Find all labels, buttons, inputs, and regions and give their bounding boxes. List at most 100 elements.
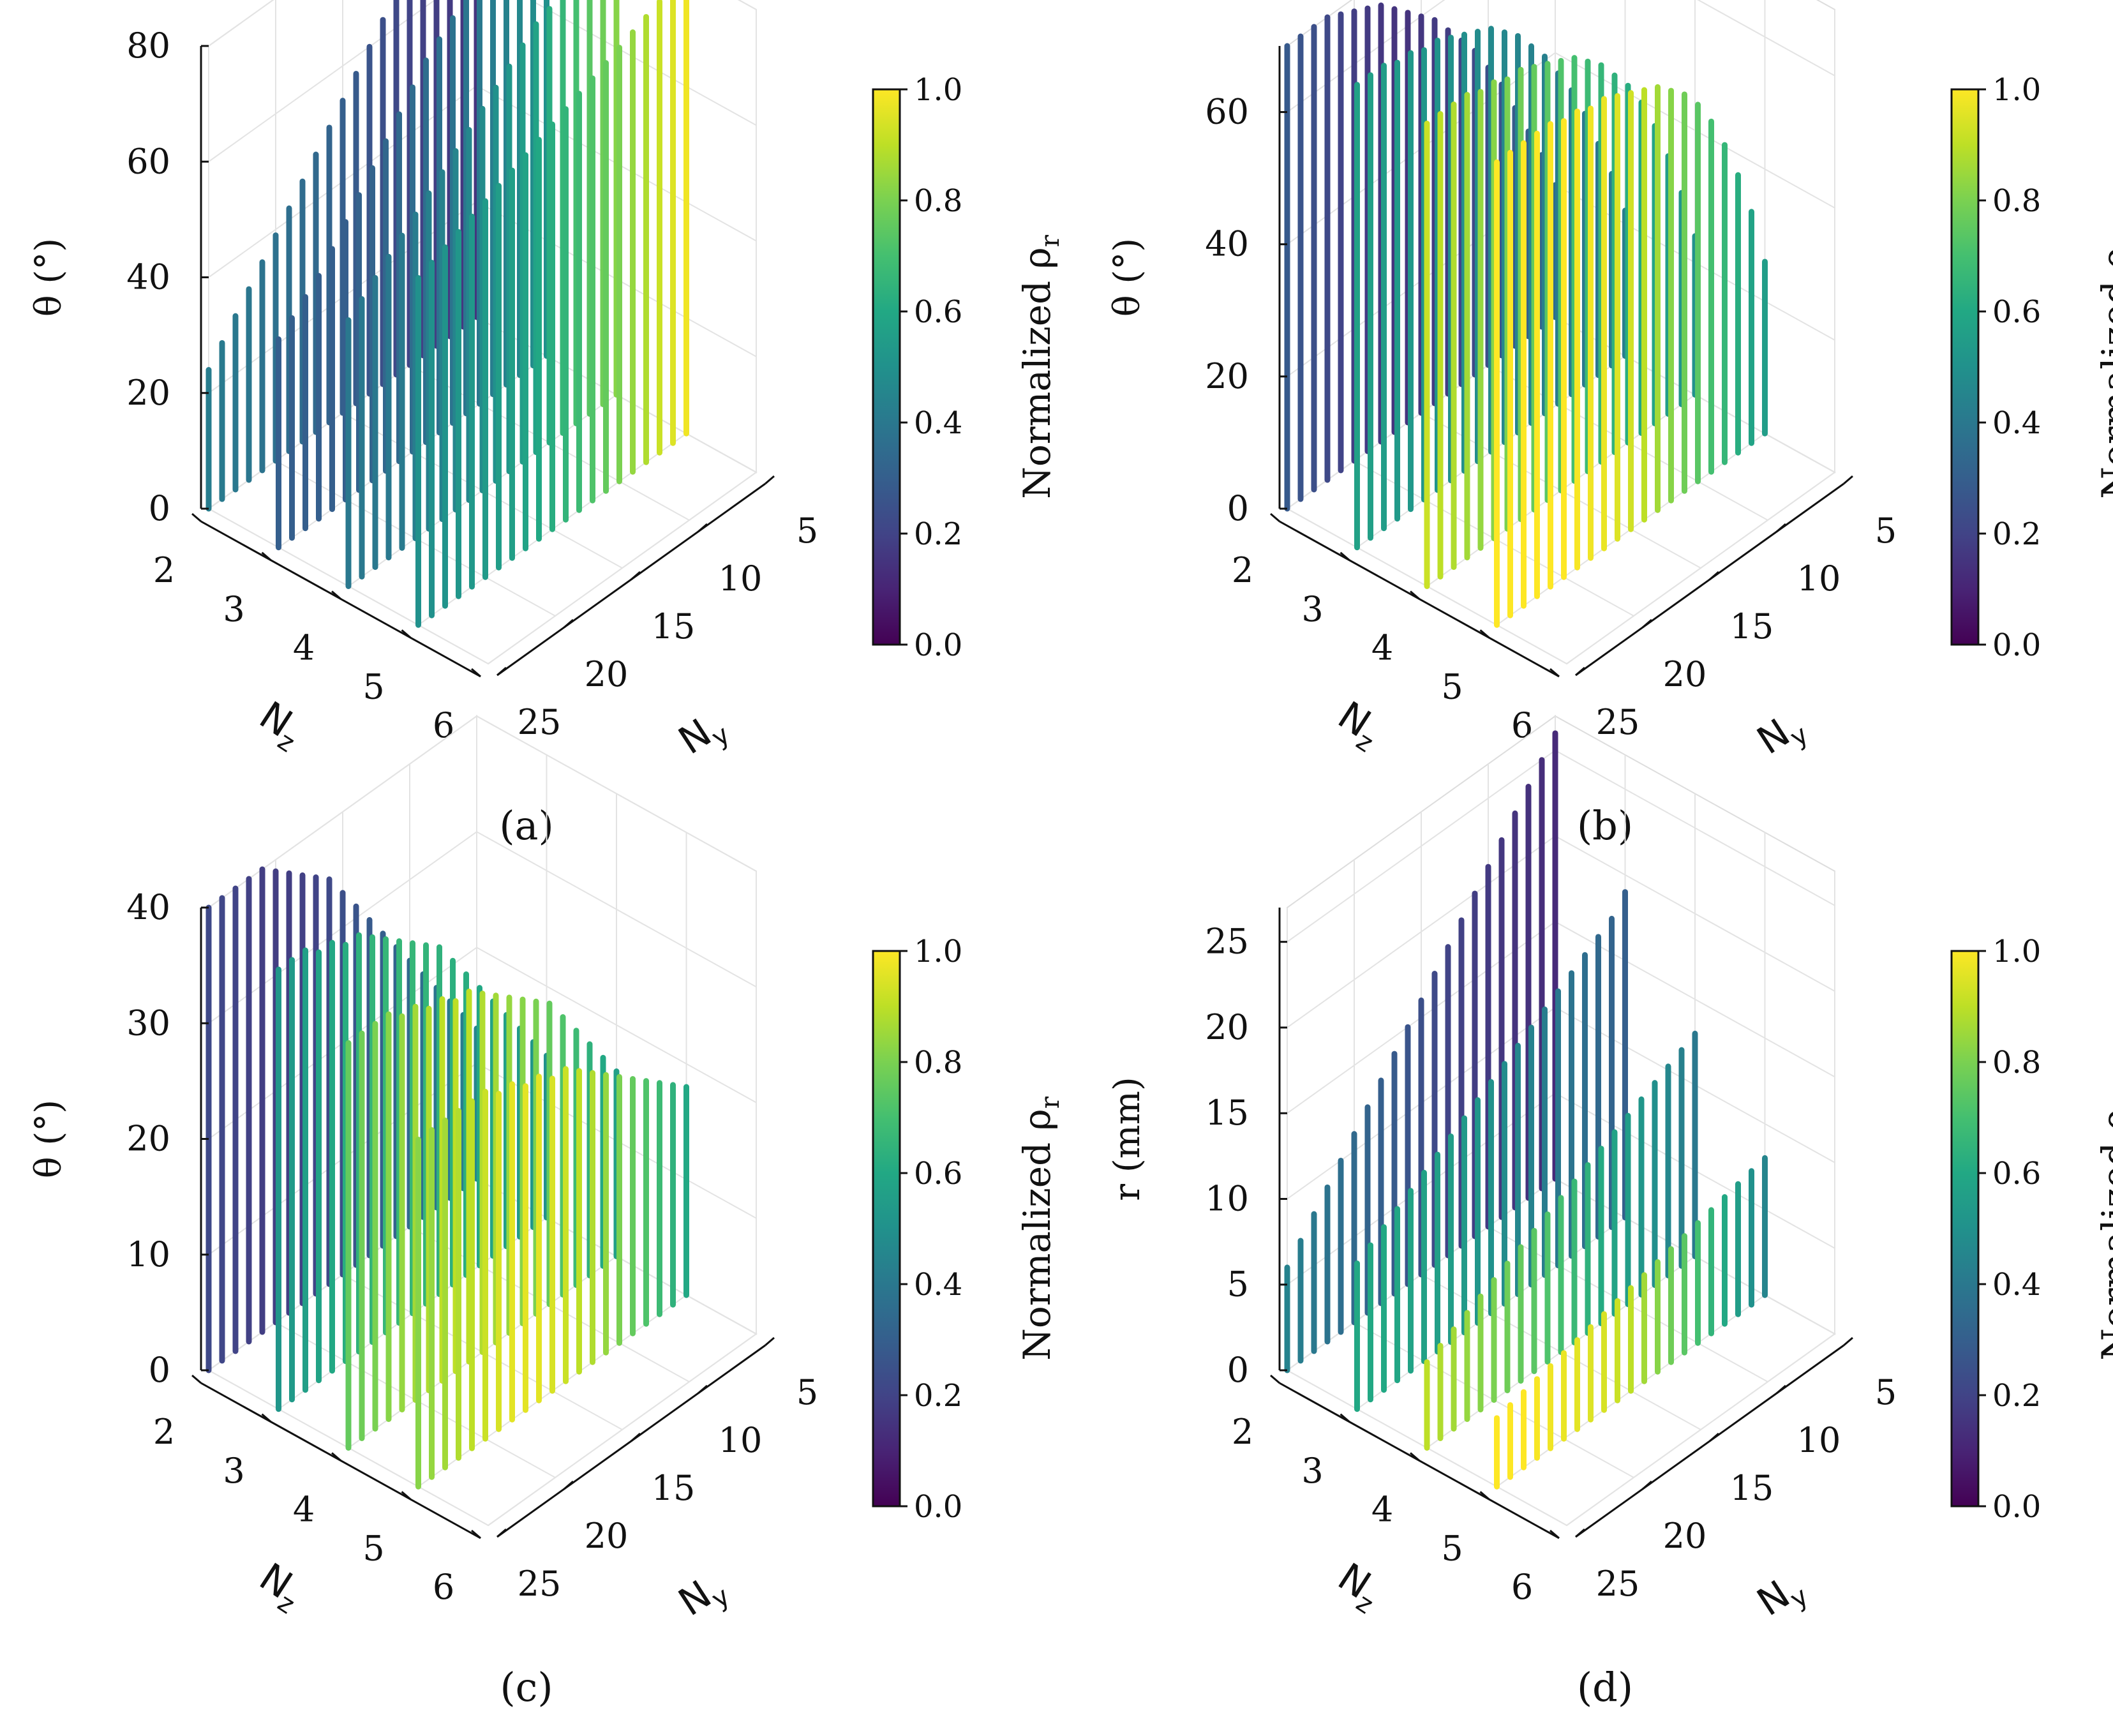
ny-tick [1843,475,1853,485]
colorbar-tick-label: 0.8 [1992,183,2041,219]
colorbar-tick-label: 0.2 [1992,1378,2041,1414]
bars [205,0,689,628]
panel-label: (d) [1577,1664,1633,1710]
chart-panel-d: 0 5 10 15 20 25 r (mm) 2 3 4 5 6 Nz 5 10 15 20 25 Ny 0.0 0.2… [1107,715,2113,1710]
ny-tick-label: 5 [796,1372,818,1412]
nz-tick [401,629,412,639]
colorbar: 0.0 0.2 0.4 0.6 0.8 1.0 Normalized ρr [1950,72,2113,663]
colorbar: 0.0 0.2 0.4 0.6 0.8 1.0 Normalized ρr [872,72,1065,663]
colorbar-tick-label: 0.6 [914,294,962,330]
colorbar-tick-label: 0.4 [914,405,962,441]
nz-tick-label: 5 [1441,1528,1463,1568]
z-axis: 0 10 20 30 40 θ (°) [28,887,209,1390]
nz-tick-label: 4 [1371,1490,1393,1530]
z-tick-label: 15 [1205,1093,1249,1133]
z-tick-label: 80 [126,26,170,66]
z-axis-label: θ (°) [1107,238,1148,317]
colorbar-tick-label: 0.0 [914,627,962,663]
panel-label: (c) [500,1664,553,1710]
colorbar-tick-label: 1.0 [1992,72,2041,108]
nz-tick [401,1491,412,1500]
gridline-z [208,831,757,1024]
nz-tick-label: 5 [1441,666,1463,707]
z-axis: 0 20 40 60 80 θ (°) [28,26,209,528]
nz-axis-label: Nz [248,1555,311,1620]
ny-axis-label: Ny [671,702,735,768]
nz-axis: 2 3 4 5 6 Nz [153,513,481,758]
z-tick-label: 40 [126,257,170,297]
nz-tick [261,1413,272,1423]
nz-tick-label: 3 [223,589,244,629]
ny-tick [765,475,775,485]
colorbar-tick-label: 0.2 [1992,516,2041,552]
z-tick-label: 40 [1205,224,1249,264]
colorbar-tick-label: 0.6 [914,1156,962,1192]
nz-axis: 2 3 4 5 6 Nz [1232,1374,1560,1620]
ny-tick [631,1432,641,1442]
z-tick-label: 20 [126,1119,170,1159]
ny-tick [1776,1384,1786,1395]
nz-tick [331,1452,341,1462]
nz-tick [191,513,202,523]
z-tick-label: 30 [126,1003,170,1043]
nz-tick [191,1374,202,1384]
ny-tick [698,523,708,533]
z-tick-label: 5 [1227,1264,1249,1305]
nz-tick [261,551,272,561]
colorbar-gradient [872,88,901,646]
ny-axis: 5 10 15 20 25 Ny [497,475,818,768]
nz-tick [1270,1374,1280,1384]
z-tick-label: 20 [1205,1007,1249,1047]
ny-tick-label: 10 [1797,1420,1841,1460]
z-tick-label: 20 [126,373,170,413]
nz-tick [471,1529,481,1539]
colorbar-tick-label: 0.0 [914,1489,962,1525]
nz-tick-label: 6 [433,1567,454,1607]
z-tick-label: 10 [126,1234,170,1275]
colorbar-tick-label: 0.8 [1992,1045,2041,1081]
bars [205,866,689,1490]
colorbar-label: Normalized ρr [1015,1096,1065,1361]
nz-tick [1479,629,1490,639]
colorbar-tick-label: 0.0 [1992,627,2041,663]
colorbar-tick-label: 0.8 [914,1045,962,1081]
bars [1284,730,1768,1490]
z-tick-label: 20 [1205,356,1249,396]
colorbar-tick-label: 0.8 [914,183,962,219]
nz-tick [1270,513,1280,523]
ny-tick-label: 15 [652,606,696,647]
nz-tick [1340,1413,1350,1423]
colorbar-tick-label: 0.4 [1992,405,2041,441]
nz-axis-label: Nz [1327,693,1389,758]
ny-tick [1642,618,1652,629]
z-tick-label: 40 [126,887,170,927]
z-axis: 0 5 10 15 20 25 r (mm) [1107,908,1287,1390]
ny-tick-label: 20 [1663,1516,1707,1556]
nz-tick-label: 4 [293,1490,315,1530]
nz-tick-label: 4 [1371,628,1393,668]
ny-tick-label: 20 [585,654,629,694]
ny-axis-label: Ny [1749,702,1814,768]
ny-tick-label: 25 [1596,702,1640,742]
gridline-z [1287,52,1835,245]
z-tick-label: 0 [149,488,170,528]
ny-tick-label: 5 [1875,1372,1897,1412]
ny-tick [765,1336,775,1347]
nz-tick-label: 5 [362,666,384,707]
ny-tick [497,1528,507,1538]
colorbar-tick-label: 0.4 [1992,1267,2041,1303]
colorbar: 0.0 0.2 0.4 0.6 0.8 1.0 Normalized ρr [872,934,1065,1525]
ny-tick-label: 15 [1730,1468,1774,1508]
nz-tick [471,668,481,678]
z-axis: 0 20 40 60 θ (°) [1107,46,1287,528]
nz-axis-label: Nz [248,693,311,758]
ny-tick-label: 10 [719,1420,763,1460]
ny-tick-label: 25 [518,1564,562,1604]
z-axis-label: θ (°) [28,1100,70,1178]
ny-tick [698,1384,708,1395]
z-tick-label: 10 [1205,1178,1249,1218]
